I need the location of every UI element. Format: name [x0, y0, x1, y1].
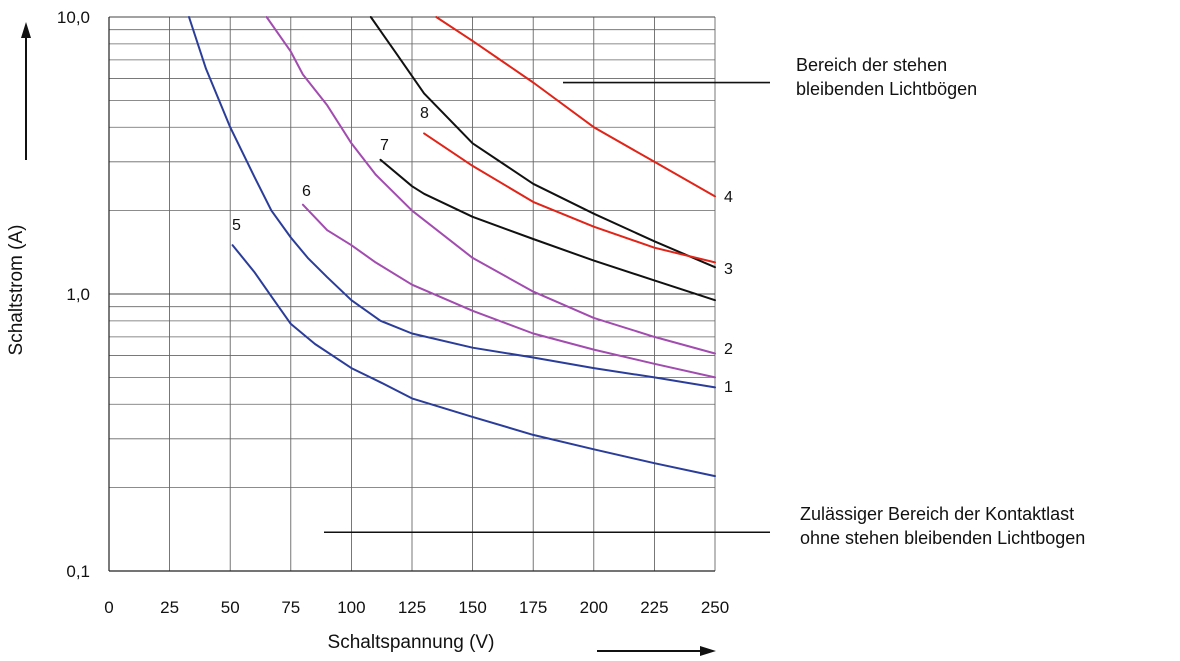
x-tick-label: 250 — [701, 598, 729, 617]
x-direction-arrowhead — [700, 646, 716, 656]
curve-line — [301, 203, 716, 379]
curve-label: 2 — [724, 341, 733, 358]
y-axis-title: Schaltstrom (A) — [6, 225, 27, 356]
x-tick-label: 100 — [337, 598, 365, 617]
grid — [109, 16, 716, 571]
curve-label: 5 — [232, 217, 241, 234]
x-tick-label: 125 — [398, 598, 426, 617]
y-direction-arrowhead — [21, 22, 31, 38]
curve-line — [423, 132, 716, 264]
curve-label: 8 — [420, 105, 429, 122]
annotation-text: Bereich der stehen — [796, 55, 947, 75]
curve-label: 3 — [724, 261, 733, 278]
curve-line — [435, 16, 716, 198]
curve-label: 7 — [380, 137, 389, 154]
curve-line — [231, 244, 716, 478]
curve-label: 1 — [724, 379, 733, 396]
curve-label: 4 — [724, 189, 733, 206]
curves — [188, 16, 716, 478]
curve-line — [379, 158, 716, 302]
x-tick-label: 225 — [640, 598, 668, 617]
annotation-text: Zulässiger Bereich der Kontaktlast — [800, 504, 1074, 524]
axes: 0 25 50 75 100 125 150 175 200 225 2500,11,010,0Sc… — [6, 8, 729, 656]
x-tick-label: 25 — [160, 598, 179, 617]
labels: 1 2 3 4 5 6 7 8 Bereich der stehen bleibenden Lic… — [232, 55, 1085, 548]
curve-line — [188, 16, 716, 389]
x-tick-label: 175 — [519, 598, 547, 617]
y-tick-label: 0,1 — [66, 562, 90, 581]
curve-line — [369, 16, 716, 269]
x-tick-label: 150 — [458, 598, 486, 617]
x-tick-label: 50 — [221, 598, 240, 617]
annotation-text: bleibenden Lichtbögen — [796, 79, 977, 99]
curve-line — [265, 16, 716, 355]
curve-label: 6 — [302, 183, 311, 200]
x-tick-label: 200 — [580, 598, 608, 617]
y-tick-label: 1,0 — [66, 285, 90, 304]
y-tick-label: 10,0 — [57, 8, 90, 27]
x-tick-label: 0 — [104, 598, 113, 617]
x-tick-label: 75 — [281, 598, 300, 617]
x-axis-title: Schaltspannung (V) — [328, 632, 495, 653]
annotation-text: ohne stehen bleibenden Lichtbogen — [800, 528, 1085, 548]
